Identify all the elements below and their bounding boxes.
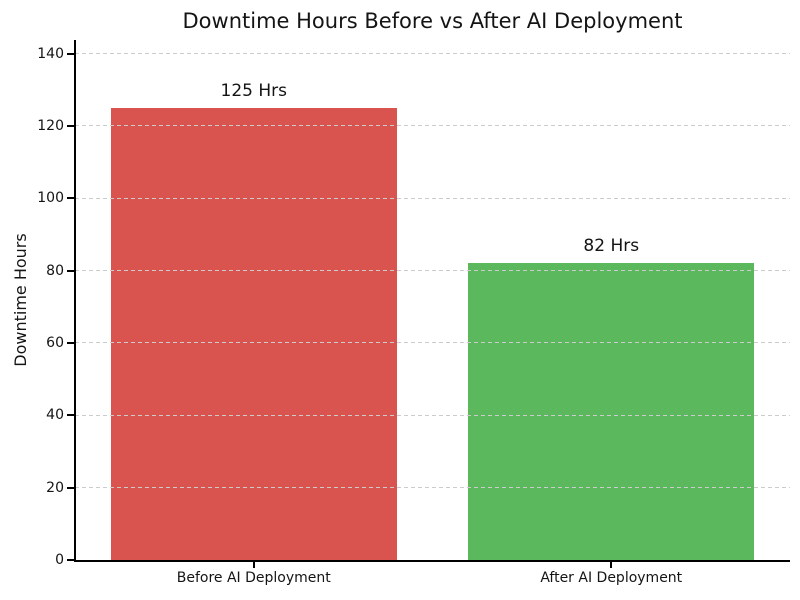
x-axis-line xyxy=(74,560,790,562)
y-tick-mark xyxy=(67,124,74,127)
y-tick-mark xyxy=(67,414,74,417)
y-tick-label: 60 xyxy=(46,334,64,351)
x-tick-label: After AI Deployment xyxy=(540,570,683,586)
bar-value-label: 125 Hrs xyxy=(220,80,287,101)
y-tick-mark xyxy=(67,52,74,55)
chart-title: Downtime Hours Before vs After AI Deploy… xyxy=(182,9,683,33)
bar-0 xyxy=(110,107,397,560)
x-tick-label: Before AI Deployment xyxy=(176,570,331,586)
y-axis-line xyxy=(74,40,76,562)
y-tick-label: 40 xyxy=(46,407,64,424)
gridline xyxy=(75,487,790,489)
bar-1 xyxy=(468,263,755,560)
x-tick-mark xyxy=(610,562,613,568)
gridline xyxy=(75,53,790,55)
gridline xyxy=(75,270,790,272)
y-tick-label: 100 xyxy=(37,190,64,207)
y-axis-label: Downtime Hours xyxy=(11,233,30,367)
y-tick-label: 80 xyxy=(46,262,64,279)
gridline xyxy=(75,342,790,344)
gridline xyxy=(75,197,790,199)
y-tick-label: 0 xyxy=(55,552,64,568)
gridline xyxy=(75,125,790,127)
gridline xyxy=(75,414,790,416)
y-tick-mark xyxy=(67,197,74,200)
y-tick-mark xyxy=(67,269,74,272)
y-tick-mark xyxy=(67,486,74,489)
y-tick-mark xyxy=(67,559,74,561)
y-tick-mark xyxy=(67,341,74,344)
bar-value-label: 82 Hrs xyxy=(583,236,640,257)
y-tick-label: 120 xyxy=(37,117,64,134)
x-tick-mark xyxy=(252,562,255,568)
y-tick-label: 140 xyxy=(37,45,64,62)
y-tick-label: 20 xyxy=(46,479,64,496)
